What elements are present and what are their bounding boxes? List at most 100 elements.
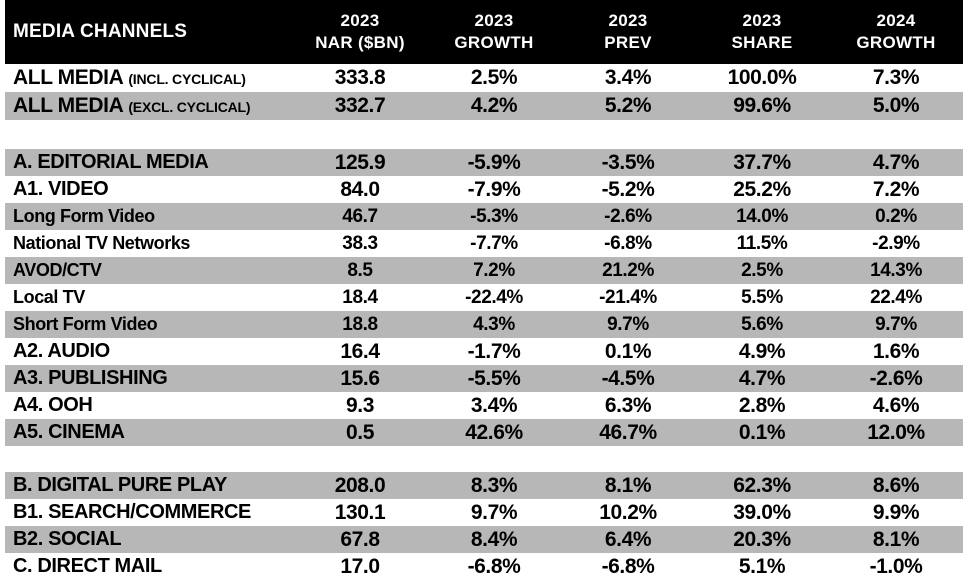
spacer-row [5,120,963,149]
row-label: Short Form Video [5,314,293,335]
table-row: A4. OOH 9.3 3.4% 6.3% 2.8% 4.6% [5,392,963,419]
header-line2: GROWTH [454,33,534,52]
header-media-channels: MEDIA CHANNELS [5,21,293,43]
cell-nar-2023: 8.5 [347,259,373,281]
cell-growth-2023: -7.7% [470,232,518,254]
channel-name: ALL MEDIA [13,94,124,117]
cell-growth-2023: 2.5% [470,66,518,89]
cell-share-2023: 2.5% [741,259,783,281]
spacer-row [5,446,963,472]
cell-prev-2023: 0.1% [604,339,652,363]
table-row: National TV Networks 38.3 -7.7% -6.8% 11.5% -… [5,230,963,257]
row-label: Long Form Video [5,206,293,227]
channel-name: A1. VIDEO [13,178,109,200]
channel-name: Short Form Video [13,314,158,334]
cell-nar-2023: 67.8 [340,527,380,551]
channel-name: Long Form Video [13,206,155,226]
cell-growth-2024: 4.6% [872,393,920,417]
cell-share-2023: 4.7% [738,366,786,390]
cell-prev-2023: 8.1% [604,473,652,497]
cell-share-2023: 20.3% [733,527,791,551]
cell-prev-2023: -4.5% [601,366,655,390]
table-row: C. DIRECT MAIL 17.0 -6.8% -6.8% 5.1% -1.0% [5,553,963,580]
channel-name: AVOD/CTV [13,260,102,280]
cell-growth-2024: 7.3% [872,66,920,89]
table-row: ALL MEDIA (EXCL. CYCLICAL) 332.7 4.2% 5.2% 99… [5,92,963,120]
channel-name: ALL MEDIA [13,66,124,89]
table-row: Short Form Video 18.8 4.3% 9.7% 5.6% 9.7% [5,311,963,338]
cell-nar-2023: 15.6 [340,366,380,390]
table-row: ALL MEDIA (INCL. CYCLICAL) 333.8 2.5% 3.4% 10… [5,64,963,92]
header-2023-nar: 2023 NAR ($BN) [293,10,427,54]
channel-name: A. EDITORIAL MEDIA [13,151,209,173]
channel-name: A5. CINEMA [13,421,125,443]
table-row: A5. CINEMA 0.5 42.6% 46.7% 0.1% 12.0% [5,419,963,446]
cell-growth-2024: -2.6% [869,366,923,390]
header-2023-prev: 2023 PREV [561,10,695,54]
cell-growth-2023: 42.6% [465,420,523,444]
table-row: B. DIGITAL PURE PLAY 208.0 8.3% 8.1% 62.3% 8.… [5,472,963,499]
channel-name: A3. PUBLISHING [13,367,168,389]
cell-growth-2023: -1.7% [467,339,521,363]
cell-share-2023: 11.5% [736,232,788,254]
cell-share-2023: 14.0% [736,205,788,227]
cell-growth-2024: 5.0% [872,94,920,117]
cell-growth-2023: -6.8% [467,554,521,578]
cell-prev-2023: 6.4% [604,527,652,551]
row-label: B2. SOCIAL [5,528,293,551]
row-label: AVOD/CTV [5,260,293,281]
table-row: A3. PUBLISHING 15.6 -5.5% -4.5% 4.7% -2.6% [5,365,963,392]
cell-prev-2023: 10.2% [599,500,657,524]
cell-prev-2023: -21.4% [599,286,657,308]
cell-prev-2023: 6.3% [604,393,652,417]
cell-growth-2024: -1.0% [869,554,923,578]
cell-prev-2023: -5.2% [601,177,655,201]
header-media-channels-label: MEDIA CHANNELS [13,21,188,42]
table-body: ALL MEDIA (INCL. CYCLICAL) 333.8 2.5% 3.4% 10… [5,64,963,580]
media-channels-table: MEDIA CHANNELS 2023 NAR ($BN) 2023 GROWT… [5,0,963,580]
cell-growth-2023: 8.4% [470,527,518,551]
row-label: A. EDITORIAL MEDIA [5,151,293,174]
cell-growth-2024: 1.6% [872,339,920,363]
cell-share-2023: 25.2% [733,177,791,201]
channel-qualifier: (EXCL. CYCLICAL) [128,99,251,115]
row-label: A3. PUBLISHING [5,367,293,390]
cell-growth-2023: 4.3% [473,313,515,335]
cell-nar-2023: 18.4 [342,286,378,308]
cell-share-2023: 37.7% [733,150,791,174]
table-row: A. EDITORIAL MEDIA 125.9 -5.9% -3.5% 37.7% 4.… [5,149,963,176]
row-label: National TV Networks [5,233,293,254]
cell-share-2023: 62.3% [733,473,791,497]
cell-growth-2023: -7.9% [467,177,521,201]
row-label: ALL MEDIA (INCL. CYCLICAL) [5,66,293,90]
cell-growth-2024: 9.7% [875,313,917,335]
table-row: B2. SOCIAL 67.8 8.4% 6.4% 20.3% 8.1% [5,526,963,553]
cell-nar-2023: 84.0 [340,177,380,201]
cell-growth-2024: -2.9% [872,232,920,254]
cell-growth-2024: 8.1% [872,527,920,551]
cell-nar-2023: 9.3 [346,393,374,417]
cell-growth-2023: -5.3% [470,205,518,227]
channel-name: B1. SEARCH/COMMERCE [13,501,251,523]
header-2023-growth: 2023 GROWTH [427,10,561,54]
table-row: Local TV 18.4 -22.4% -21.4% 5.5% 22.4% [5,284,963,311]
cell-share-2023: 5.6% [741,313,783,335]
cell-growth-2023: 7.2% [473,259,515,281]
header-line2: SHARE [731,33,793,52]
cell-prev-2023: 21.2% [602,259,654,281]
cell-prev-2023: -3.5% [601,150,655,174]
table-row: B1. SEARCH/COMMERCE 130.1 9.7% 10.2% 39.0% 9.… [5,499,963,526]
channel-name: C. DIRECT MAIL [13,555,162,577]
cell-nar-2023: 17.0 [340,554,380,578]
cell-share-2023: 5.1% [738,554,786,578]
cell-growth-2024: 14.3% [870,259,922,281]
table-row: A2. AUDIO 16.4 -1.7% 0.1% 4.9% 1.6% [5,338,963,365]
row-label: A1. VIDEO [5,178,293,201]
row-label: A5. CINEMA [5,421,293,444]
row-label: A4. OOH [5,394,293,417]
cell-growth-2024: 4.7% [872,150,920,174]
cell-growth-2023: 3.4% [470,393,518,417]
header-line1: 2023 [742,11,782,30]
cell-nar-2023: 16.4 [340,339,380,363]
channel-name: A4. OOH [13,394,93,416]
